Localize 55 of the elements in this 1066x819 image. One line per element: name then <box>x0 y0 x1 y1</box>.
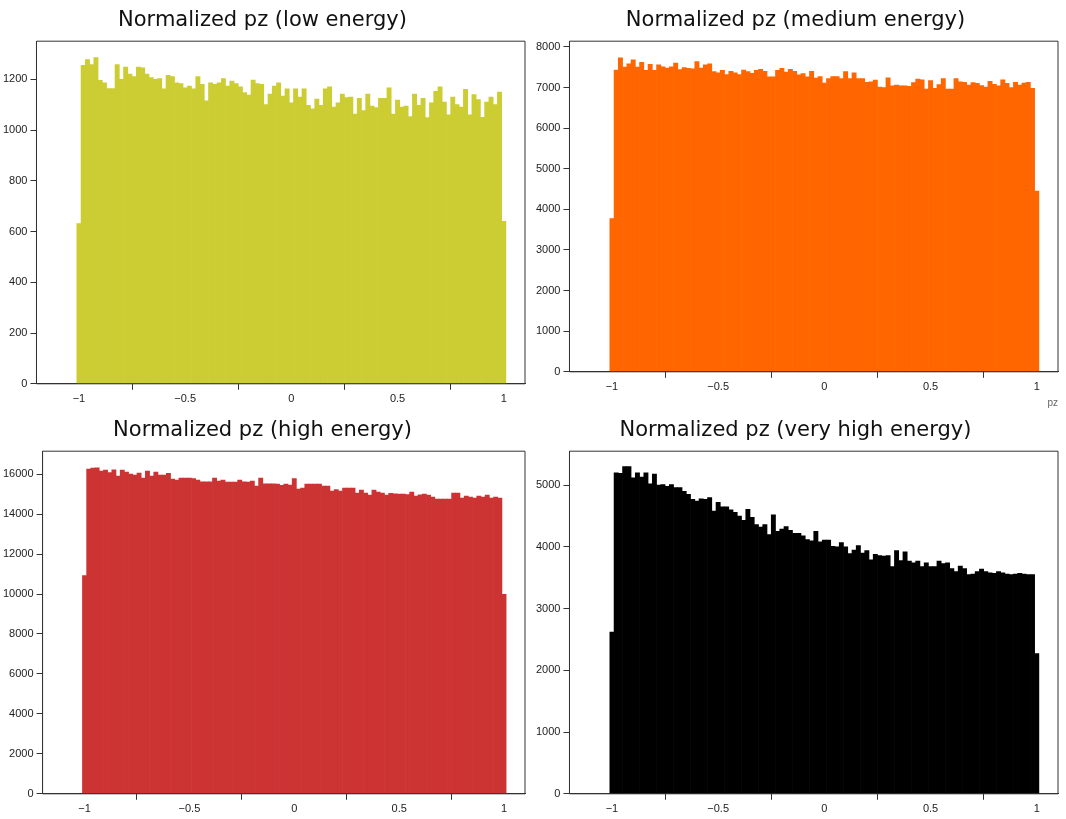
y-tick-label: 1200 <box>2 72 28 85</box>
x-tick-label: 1 <box>1033 380 1040 393</box>
chart-title: Normalized pz (high energy) <box>113 417 412 442</box>
y-tick-label: 3000 <box>535 242 561 255</box>
x-tick-label: −1 <box>72 392 86 405</box>
y-tick-label: 6000 <box>9 666 34 679</box>
y-tick-label: 10000 <box>2 587 34 600</box>
x-tick-label: 0 <box>821 802 828 815</box>
x-tick-label: −0.5 <box>707 380 730 393</box>
y-tick-label: 7000 <box>535 80 561 93</box>
y-tick-label: 4000 <box>535 202 561 215</box>
x-tick-label: −0.5 <box>707 802 730 815</box>
y-tick-label: 1000 <box>2 123 28 136</box>
y-tick-label: 5000 <box>535 478 561 491</box>
x-tick-label: −0.5 <box>174 392 197 405</box>
y-tick-label: 8000 <box>535 39 561 52</box>
x-tick-label: −1 <box>605 380 619 393</box>
chart-title: Normalized pz (low energy) <box>118 7 407 32</box>
chart-title: Normalized pz (very high energy) <box>619 417 972 442</box>
x-tick-label: −1 <box>605 802 619 815</box>
y-tick-label: 1000 <box>535 324 561 337</box>
y-tick-label: 800 <box>9 173 28 186</box>
y-tick-label: 6000 <box>535 121 561 134</box>
y-tick-label: 0 <box>554 364 561 377</box>
x-tick-label: −1 <box>78 802 91 815</box>
x-tick-label: 0 <box>291 802 298 815</box>
y-tick-label: 600 <box>9 224 28 237</box>
x-tick-label: 1 <box>500 802 508 815</box>
y-tick-label: 2000 <box>9 746 34 759</box>
y-tick-label: 16000 <box>2 467 34 480</box>
x-tick-label: 0.5 <box>389 392 406 405</box>
x-tick-label: 0 <box>821 380 828 393</box>
x-tick-label: 1 <box>500 392 507 405</box>
x-tick-label: 0.5 <box>391 802 407 815</box>
x-tick-label: 0.5 <box>922 380 939 393</box>
y-tick-label: 0 <box>554 786 561 799</box>
y-tick-label: 14000 <box>2 507 34 520</box>
x-tick-label: −0.5 <box>178 802 201 815</box>
y-tick-label: 2000 <box>535 663 561 676</box>
x-tick-label: 1 <box>1033 802 1040 815</box>
y-tick-label: 5000 <box>535 161 561 174</box>
x-tick-label: 0 <box>288 392 295 405</box>
y-tick-label: 1000 <box>535 725 561 738</box>
y-tick-label: 2000 <box>535 283 561 296</box>
y-tick-label: 4000 <box>9 706 34 719</box>
x-tick-label: 0.5 <box>922 802 939 815</box>
y-tick-label: 0 <box>27 786 34 799</box>
y-tick-label: 200 <box>9 326 28 339</box>
y-tick-label: 4000 <box>535 539 561 552</box>
x-axis-title: pz <box>1047 396 1058 408</box>
y-tick-label: 3000 <box>535 601 561 614</box>
y-tick-label: 8000 <box>9 627 34 640</box>
y-tick-label: 400 <box>9 275 28 288</box>
chart-title: Normalized pz (medium energy) <box>625 7 966 32</box>
y-tick-label: 12000 <box>2 547 34 560</box>
